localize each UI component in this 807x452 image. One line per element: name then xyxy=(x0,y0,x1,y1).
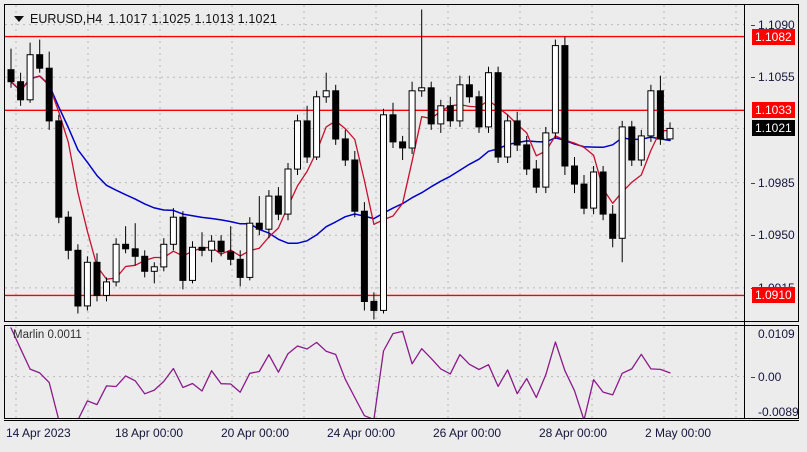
time-axis[interactable]: 14 Apr 2023 18 Apr 00:00 20 Apr 00:00 24 Ap… xyxy=(4,420,799,448)
scale-divider xyxy=(744,4,745,419)
symbol-label: EURUSD,H4 xyxy=(30,12,103,26)
price-tick-label: 1.1055 xyxy=(751,70,795,84)
price-tick-label: 1.0950 xyxy=(751,228,795,242)
price-plot-area[interactable] xyxy=(5,5,745,321)
marlin-scale: 0.0109 0.00 -0.0089 xyxy=(750,326,799,419)
price-svg xyxy=(5,5,745,321)
price-tick-label: 1.1090 xyxy=(751,18,795,32)
marlin-tick-label: 0.0109 xyxy=(758,327,795,341)
tick-mark xyxy=(751,235,755,237)
level-price-badge: 1.0910 xyxy=(752,287,795,304)
time-axis-label: 24 Apr 00:00 xyxy=(327,426,396,440)
current-price-badge: 1.1021 xyxy=(752,120,795,137)
tick-mark xyxy=(751,24,755,26)
marlin-pane[interactable]: Marlin 0.0011 0.0109 0.00 -0.0089 xyxy=(4,325,799,419)
chevron-down-icon[interactable] xyxy=(14,16,24,22)
time-axis-label: 2 May 00:00 xyxy=(645,426,712,440)
level-price-badge: 1.1082 xyxy=(752,28,795,45)
marlin-label: Marlin 0.0011 xyxy=(13,329,82,341)
tick-mark xyxy=(751,182,755,184)
time-axis-label: 28 Apr 00:00 xyxy=(539,426,608,440)
marlin-plot-area[interactable] xyxy=(5,326,745,418)
tick-mark xyxy=(751,77,755,79)
price-pane[interactable]: EURUSD,H4 1.1017 1.1025 1.1013 1.1021 1.… xyxy=(4,4,799,322)
tick-mark xyxy=(751,376,755,378)
marlin-tick-label: -0.0089 xyxy=(758,405,799,419)
marlin-svg xyxy=(5,326,745,418)
marlin-tick-label: 0.00 xyxy=(751,370,781,384)
level-price-badge: 1.1033 xyxy=(752,102,795,119)
price-tick-label: 1.0985 xyxy=(751,176,795,190)
chart-header: EURUSD,H4 1.1017 1.1025 1.1013 1.1021 xyxy=(14,11,277,27)
time-axis-label: 26 Apr 00:00 xyxy=(433,426,502,440)
time-axis-label: 14 Apr 2023 xyxy=(6,426,71,440)
price-scale[interactable]: 1.1090 1.1082 1.1055 1.1033 1.1021 1.0985 1.09… xyxy=(750,5,798,321)
ohlc-quote-label: 1.1017 1.1025 1.1013 1.1021 xyxy=(108,12,277,26)
time-axis-label: 20 Apr 00:00 xyxy=(221,426,290,440)
time-axis-label: 18 Apr 00:00 xyxy=(115,426,184,440)
